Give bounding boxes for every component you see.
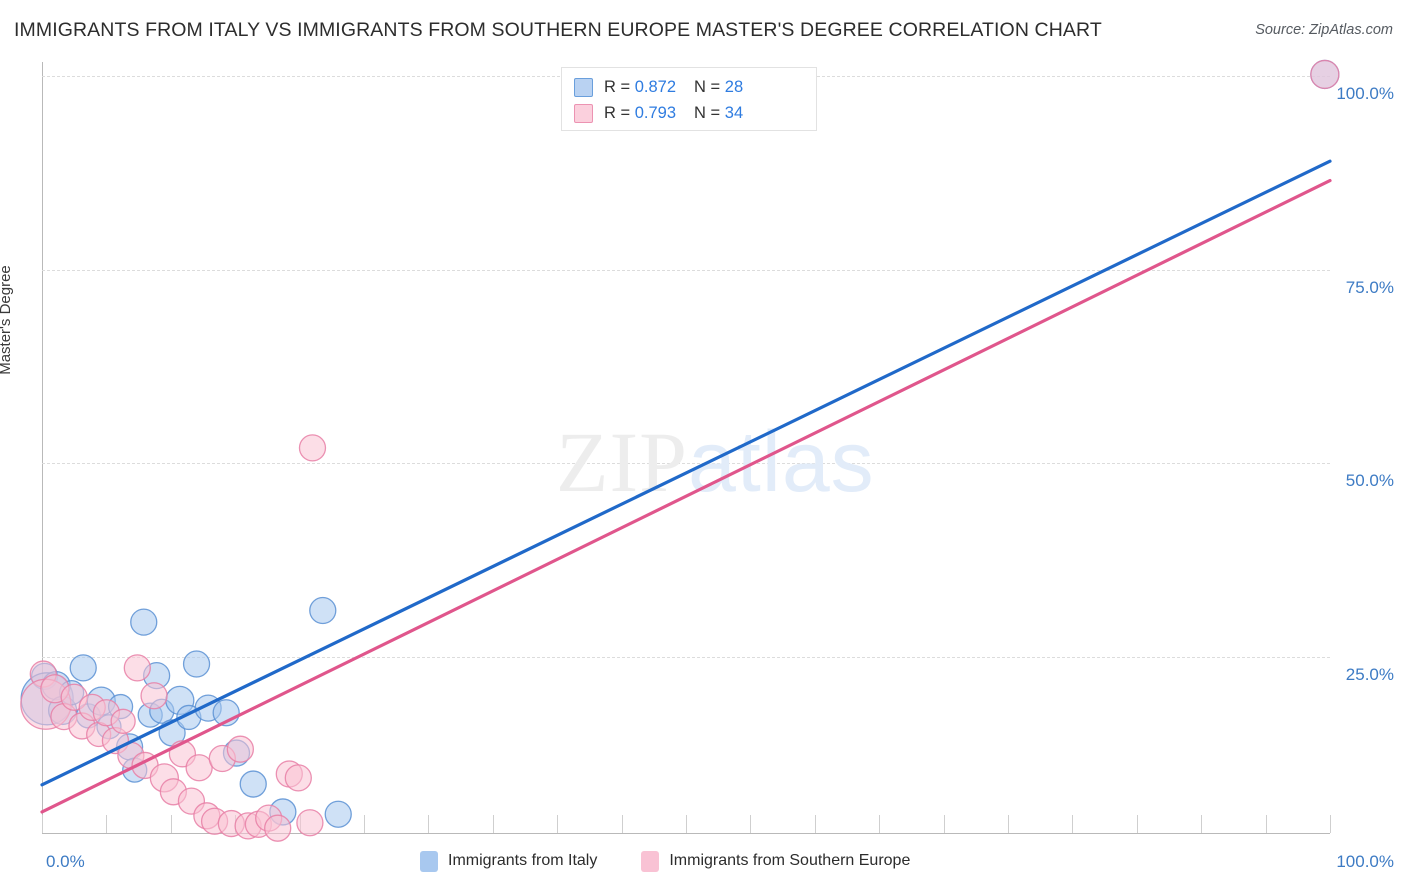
zipatlas-watermark: ZIPatlas [556, 412, 875, 512]
r-label-italy: R = [604, 77, 631, 96]
x-tick-13 [879, 815, 881, 833]
n-label-southern-europe: N = [694, 103, 721, 122]
x-tick-0 [42, 815, 43, 833]
series-swatch-southern-europe [641, 850, 660, 872]
source-label: Source: ZipAtlas.com [1255, 22, 1393, 38]
series-points-immigrants-from-southern-europe [20, 59, 1340, 842]
x-tick-16 [1072, 815, 1074, 833]
series-legend: Immigrants from Italy Immigrants from So… [420, 848, 954, 874]
x-axis-min-label: 0.0% [46, 852, 85, 871]
correlation-legend: R = 0.872 N = 28 R = 0.793 N = 34 [561, 67, 817, 131]
r-value-italy: 0.872 [634, 77, 677, 96]
series-legend-item-italy[interactable]: Immigrants from Italy [420, 850, 598, 872]
x-tick-3 [235, 815, 237, 833]
trendline-immigrants-from-italy [40, 159, 1332, 787]
correlation-row-italy: R = 0.872 N = 28 [574, 74, 804, 100]
trendline-immigrants-from-southern-europe [40, 178, 1332, 814]
series-legend-item-southern-europe[interactable]: Immigrants from Southern Europe [641, 850, 911, 872]
gridline-75 [42, 269, 1330, 271]
n-value-southern-europe: 34 [724, 103, 744, 122]
r-label-southern-europe: R = [604, 103, 631, 122]
n-label-italy: N = [694, 77, 721, 96]
correlation-row-southern-europe: R = 0.793 N = 34 [574, 100, 804, 126]
y-tick-label-25: 25.0% [1345, 665, 1394, 684]
y-tick-label-100: 100.0% [1336, 84, 1394, 103]
x-tick-7 [492, 815, 494, 833]
x-tick-14 [943, 815, 945, 833]
series-label-italy: Immigrants from Italy [448, 852, 598, 869]
x-tick-11 [750, 815, 752, 833]
gridline-25 [42, 657, 1330, 658]
gridline-50 [42, 463, 1330, 465]
legend-swatch-italy [574, 77, 593, 97]
correlation-text-southern-europe: R = 0.793 N = 34 [604, 104, 743, 123]
y-axis-title: Master's Degree [0, 265, 14, 375]
x-tick-4 [299, 815, 301, 833]
correlation-text-italy: R = 0.872 N = 28 [604, 78, 743, 97]
x-tick-19 [1265, 815, 1267, 833]
series-label-southern-europe: Immigrants from Southern Europe [669, 852, 911, 869]
x-tick-10 [686, 815, 687, 833]
x-tick-18 [1201, 815, 1203, 833]
watermark-atlas: atlas [688, 414, 875, 510]
watermark-zip: ZIP [556, 414, 688, 510]
x-tick-9 [621, 815, 623, 833]
legend-swatch-southern-europe [574, 103, 593, 123]
r-value-southern-europe: 0.793 [634, 103, 677, 122]
x-tick-1 [106, 815, 108, 833]
x-tick-17 [1136, 815, 1138, 833]
x-tick-2 [170, 815, 172, 833]
series-points-immigrants-from-italy [20, 59, 1340, 828]
x-tick-15 [1008, 815, 1009, 833]
x-tick-12 [814, 815, 816, 833]
x-tick-20 [1330, 815, 1331, 833]
page-title: IMMIGRANTS FROM ITALY VS IMMIGRANTS FROM… [14, 19, 1102, 41]
y-tick-label-75: 75.0% [1345, 277, 1394, 297]
x-axis-line [42, 833, 1330, 834]
series-swatch-italy [420, 850, 438, 872]
y-tick-label-50: 50.0% [1345, 471, 1394, 491]
x-tick-6 [428, 815, 430, 833]
x-tick-5 [364, 815, 365, 833]
x-tick-8 [557, 815, 559, 833]
n-value-italy: 28 [724, 77, 744, 96]
y-axis-line [42, 62, 43, 833]
x-axis-max-label: 100.0% [1336, 852, 1394, 871]
